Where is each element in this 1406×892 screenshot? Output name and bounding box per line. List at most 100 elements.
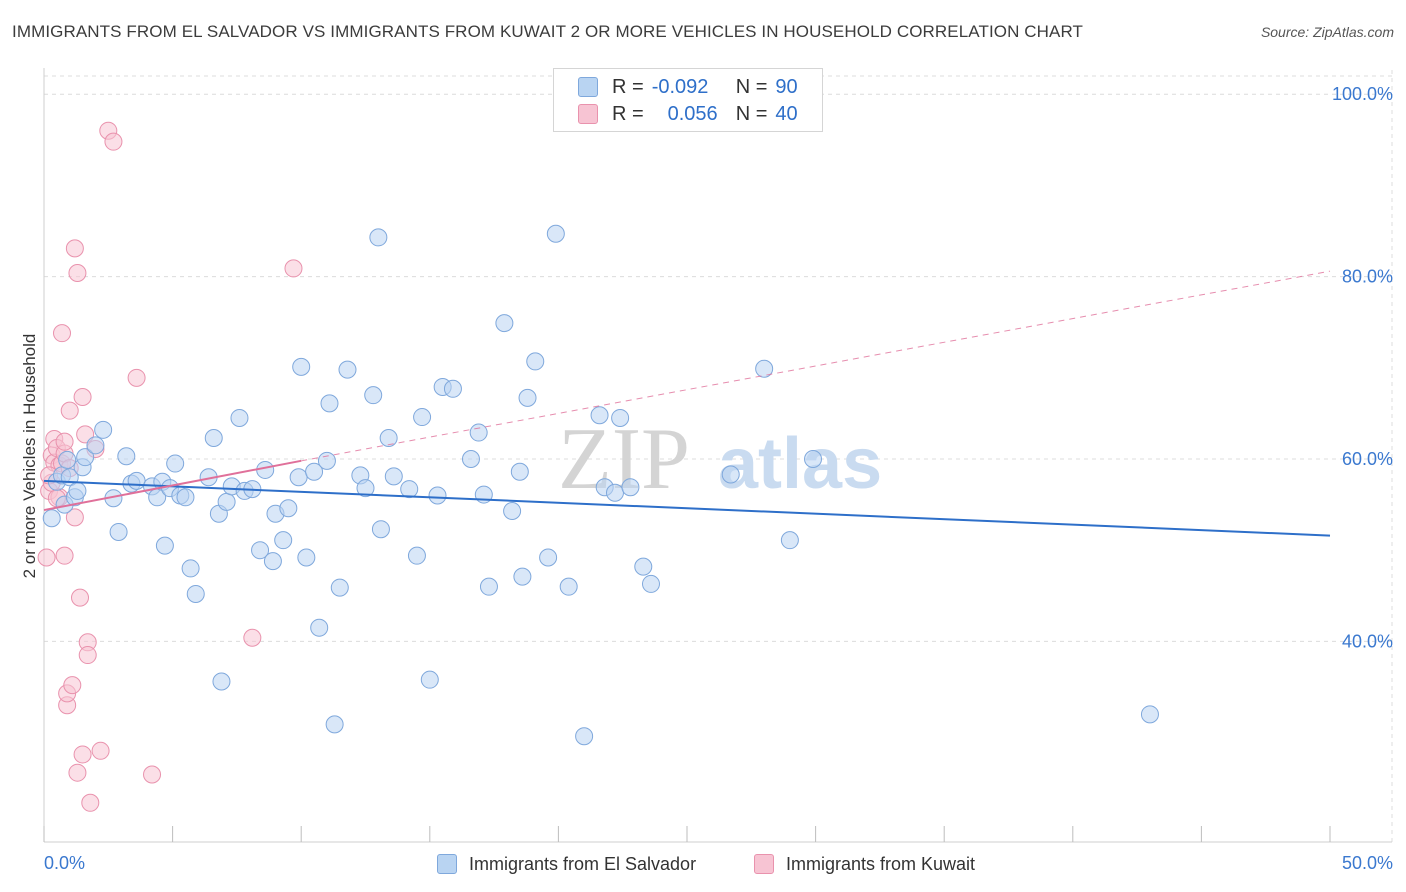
data-point-kuwait	[127, 368, 146, 387]
data-point-el-salvador	[407, 546, 426, 565]
data-point-el-salvador	[330, 578, 349, 597]
data-point-el-salvador	[384, 467, 403, 486]
data-point-el-salvador	[605, 483, 624, 502]
data-point-el-salvador	[58, 450, 77, 469]
data-point-kuwait	[65, 239, 84, 258]
legend-item-el-salvador: Immigrants from El Salvador	[437, 851, 696, 877]
data-point-el-salvador	[510, 462, 529, 481]
data-point-el-salvador	[611, 408, 630, 427]
data-point-kuwait	[78, 646, 97, 665]
data-point-el-salvador	[575, 727, 594, 746]
data-point-el-salvador	[1140, 705, 1159, 724]
data-point-el-salvador	[356, 479, 375, 498]
data-point-el-salvador	[204, 429, 223, 448]
data-point-kuwait	[68, 263, 87, 282]
data-point-el-salvador	[212, 672, 231, 691]
grid-lines	[44, 70, 1393, 842]
data-point-el-salvador	[780, 531, 799, 550]
data-point-el-salvador	[369, 228, 388, 247]
legend-label-el-salvador: Immigrants from El Salvador	[469, 853, 697, 874]
data-point-el-salvador	[117, 447, 136, 466]
data-point-el-salvador	[804, 450, 823, 468]
data-point-kuwait	[143, 765, 162, 784]
data-point-el-salvador	[251, 541, 270, 560]
data-point-el-salvador	[305, 462, 324, 481]
data-point-kuwait	[243, 628, 262, 647]
data-point-kuwait	[104, 132, 123, 151]
data-point-el-salvador	[526, 352, 545, 371]
data-point-el-salvador	[721, 465, 740, 484]
n-value-blue: 90	[775, 75, 798, 98]
legend-swatch-pink	[754, 854, 774, 874]
chart-title: IMMIGRANTS FROM EL SALVADOR VS IMMIGRANT…	[12, 22, 1084, 41]
data-point-el-salvador	[217, 492, 236, 511]
data-point-kuwait	[37, 548, 56, 567]
data-point-el-salvador	[230, 408, 249, 427]
data-point-el-salvador	[256, 460, 275, 479]
legend-label-kuwait: Immigrants from Kuwait	[786, 853, 976, 874]
data-point-el-salvador	[310, 618, 329, 637]
data-point-el-salvador	[546, 224, 565, 243]
data-point-el-salvador	[155, 536, 174, 555]
data-point-el-salvador	[325, 715, 344, 734]
data-point-el-salvador	[641, 574, 660, 593]
data-point-el-salvador	[317, 451, 336, 470]
trend-lines	[43, 270, 1331, 537]
data-point-el-salvador	[413, 408, 432, 427]
legend-swatch-blue	[437, 854, 457, 874]
data-point-el-salvador	[400, 480, 419, 499]
data-point-el-salvador	[297, 548, 316, 567]
data-point-el-salvador	[292, 357, 311, 376]
data-point-el-salvador	[495, 314, 514, 333]
data-point-el-salvador	[76, 448, 95, 467]
data-point-el-salvador	[420, 670, 439, 689]
data-point-el-salvador	[176, 488, 195, 507]
data-point-kuwait	[53, 324, 72, 343]
data-point-el-salvador	[755, 359, 774, 378]
data-point-kuwait	[73, 387, 92, 406]
trend-line-kuwait-extension	[301, 270, 1331, 462]
data-point-kuwait	[60, 401, 79, 420]
n-label: N =	[735, 75, 768, 98]
r-value-blue: -0.092	[651, 75, 709, 98]
data-point-el-salvador	[42, 509, 61, 528]
data-point-kuwait	[71, 588, 90, 607]
data-point-kuwait	[55, 546, 74, 565]
data-point-kuwait	[55, 432, 74, 451]
data-point-el-salvador	[428, 486, 447, 505]
data-point-el-salvador	[469, 423, 488, 442]
r-label: R =	[612, 102, 644, 125]
stats-legend: R = -0.092 N = 90 R = 0.056 N = 40	[553, 68, 823, 132]
data-point-kuwait	[65, 508, 84, 527]
y-tick-label: 40.0%	[1342, 631, 1393, 651]
data-point-el-salvador	[503, 501, 522, 520]
data-point-kuwait	[76, 425, 95, 444]
chart-source: Source: ZipAtlas.com	[1260, 24, 1394, 40]
data-point-el-salvador	[166, 454, 185, 473]
r-label: R =	[612, 75, 644, 98]
stats-row-el-salvador: R = -0.092 N = 90	[578, 74, 798, 100]
data-point-el-salvador	[109, 522, 128, 541]
data-point-el-salvador	[364, 386, 383, 405]
tick-labels: 40.0% 60.0% 80.0% 100.0% 0.0% 50.0%	[44, 84, 1393, 873]
data-point-el-salvador	[320, 394, 339, 413]
y-tick-label: 80.0%	[1342, 267, 1393, 287]
data-point-kuwait	[73, 745, 92, 764]
data-point-el-salvador	[590, 406, 609, 425]
y-tick-label: 60.0%	[1342, 449, 1393, 469]
data-point-el-salvador	[68, 481, 87, 500]
data-point-el-salvador	[279, 499, 298, 518]
data-point-el-salvador	[186, 584, 205, 603]
data-point-el-salvador	[94, 420, 113, 439]
data-point-el-salvador	[379, 429, 398, 448]
n-label: N =	[735, 102, 768, 125]
r-value-pink: 0.056	[667, 102, 718, 125]
trend-line-el-salvador	[43, 479, 1331, 537]
y-tick-label: 100.0%	[1332, 84, 1393, 104]
data-point-el-salvador	[634, 557, 653, 576]
stats-row-kuwait: R = 0.056 N = 40	[578, 101, 798, 127]
data-point-el-salvador	[559, 577, 578, 596]
watermark-atlas: atlas	[718, 424, 882, 504]
data-point-el-salvador	[479, 577, 498, 596]
